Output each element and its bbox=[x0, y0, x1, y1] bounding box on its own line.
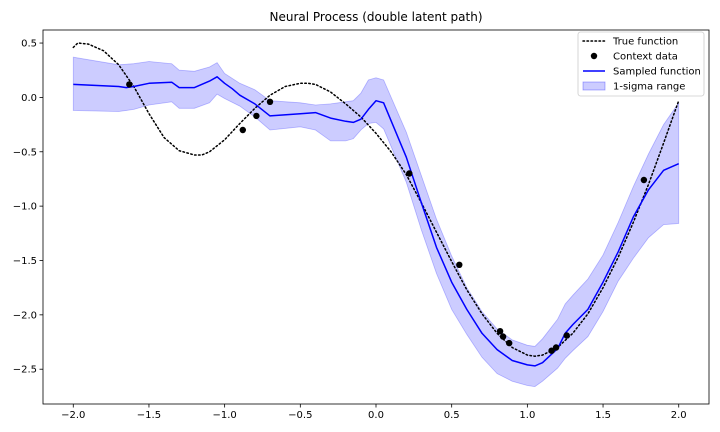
x-tick-label: −2.0 bbox=[61, 410, 85, 421]
context-point bbox=[640, 176, 648, 184]
sigma-band-layer bbox=[72, 56, 680, 388]
context-point bbox=[239, 126, 246, 134]
context-point bbox=[496, 328, 504, 335]
context-point bbox=[456, 261, 463, 268]
axes: −2.0 −1.5 −1.0 −0.5 0.0 0.5 1.0 1.5 2.0 0.5 0.0 −0.… bbox=[13, 29, 710, 421]
x-tick-label: 1.5 bbox=[595, 410, 611, 421]
legend-label: 1-sigma range bbox=[613, 82, 685, 93]
context-point bbox=[506, 339, 513, 347]
context-point bbox=[126, 81, 133, 88]
y-tick-label: 0.5 bbox=[21, 39, 37, 50]
x-tick-label: 2.0 bbox=[671, 410, 687, 421]
y-tick-label: 0.0 bbox=[21, 93, 37, 104]
legend-context-data-swatch bbox=[590, 52, 598, 60]
y-tick-label: −1.5 bbox=[13, 256, 37, 267]
context-point bbox=[552, 344, 560, 351]
y-tick-label: −2.5 bbox=[13, 365, 37, 376]
context-point bbox=[253, 112, 260, 120]
y-tick-label: −2.0 bbox=[13, 310, 37, 321]
x-tick-label: −0.5 bbox=[288, 410, 312, 421]
legend: True function Context data Sampled functio… bbox=[577, 31, 705, 97]
legend-box bbox=[577, 31, 705, 97]
legend-label: Sampled function bbox=[613, 67, 701, 78]
context-point bbox=[266, 98, 274, 106]
context-point bbox=[499, 333, 507, 340]
context-point bbox=[406, 170, 413, 177]
sigma-band-area bbox=[72, 56, 680, 388]
context-point bbox=[563, 332, 570, 339]
legend-sigma-range-swatch bbox=[582, 81, 606, 91]
legend-label: Context data bbox=[613, 52, 678, 63]
sampled-function-line bbox=[73, 76, 680, 367]
x-tick-label: −1.5 bbox=[137, 410, 161, 421]
x-tick-label: 1.0 bbox=[519, 410, 535, 421]
x-tick-label: −1.0 bbox=[212, 410, 236, 421]
context-point-layer bbox=[126, 81, 648, 354]
chart-title: Neural Process (double latent path) bbox=[270, 10, 483, 24]
x-tick-label: 0.0 bbox=[368, 410, 384, 421]
legend-label: True function bbox=[612, 37, 678, 48]
context-point bbox=[548, 347, 555, 354]
y-tick-label: −1.0 bbox=[13, 202, 37, 213]
x-tick-label: 0.5 bbox=[444, 410, 460, 421]
y-tick-label: −0.5 bbox=[13, 147, 37, 158]
